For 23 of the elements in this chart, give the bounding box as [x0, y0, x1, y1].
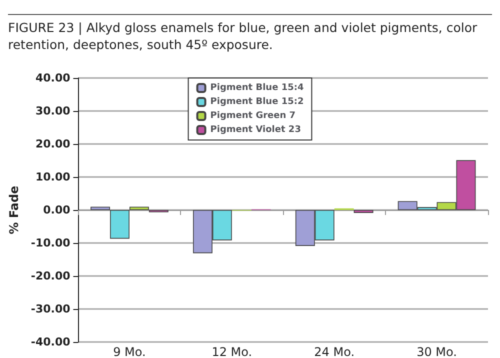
bar	[129, 206, 149, 210]
legend-label: Pigment Violet 23	[210, 125, 301, 135]
bar	[354, 210, 374, 213]
y-tick-label: -30.00	[30, 302, 71, 316]
legend-label: Pigment Green 7	[210, 111, 296, 121]
x-tick-label: 24 Mo.	[314, 345, 355, 358]
legend-label: Pigment Blue 15:4	[210, 83, 304, 93]
bar	[110, 210, 130, 239]
y-tick-label: 40.00	[35, 72, 71, 84]
legend-label: Pigment Blue 15:2	[210, 97, 304, 107]
y-tick-label: -20.00	[30, 270, 71, 282]
bar	[90, 206, 110, 210]
y-axis-title: % Fade	[7, 186, 21, 234]
y-tick-label: 30.00	[35, 104, 71, 118]
x-tick-label: 9 Mo.	[113, 345, 146, 358]
y-tick-label: -40.00	[30, 336, 71, 348]
y-tick-label: 0.00	[43, 204, 71, 216]
x-tick-label: 30 Mo.	[416, 345, 457, 358]
x-tick-label: 12 Mo.	[212, 345, 252, 358]
y-tick-label: 10.00	[35, 170, 71, 184]
y-tick-label: 20.00	[35, 138, 71, 150]
chart-title: FIGURE 23 | Alkyd gloss enamels for blue, green and violet pigments, color retention, deeptones, south 45º exposure.	[8, 14, 492, 53]
y-tick-label: -10.00	[30, 236, 71, 250]
